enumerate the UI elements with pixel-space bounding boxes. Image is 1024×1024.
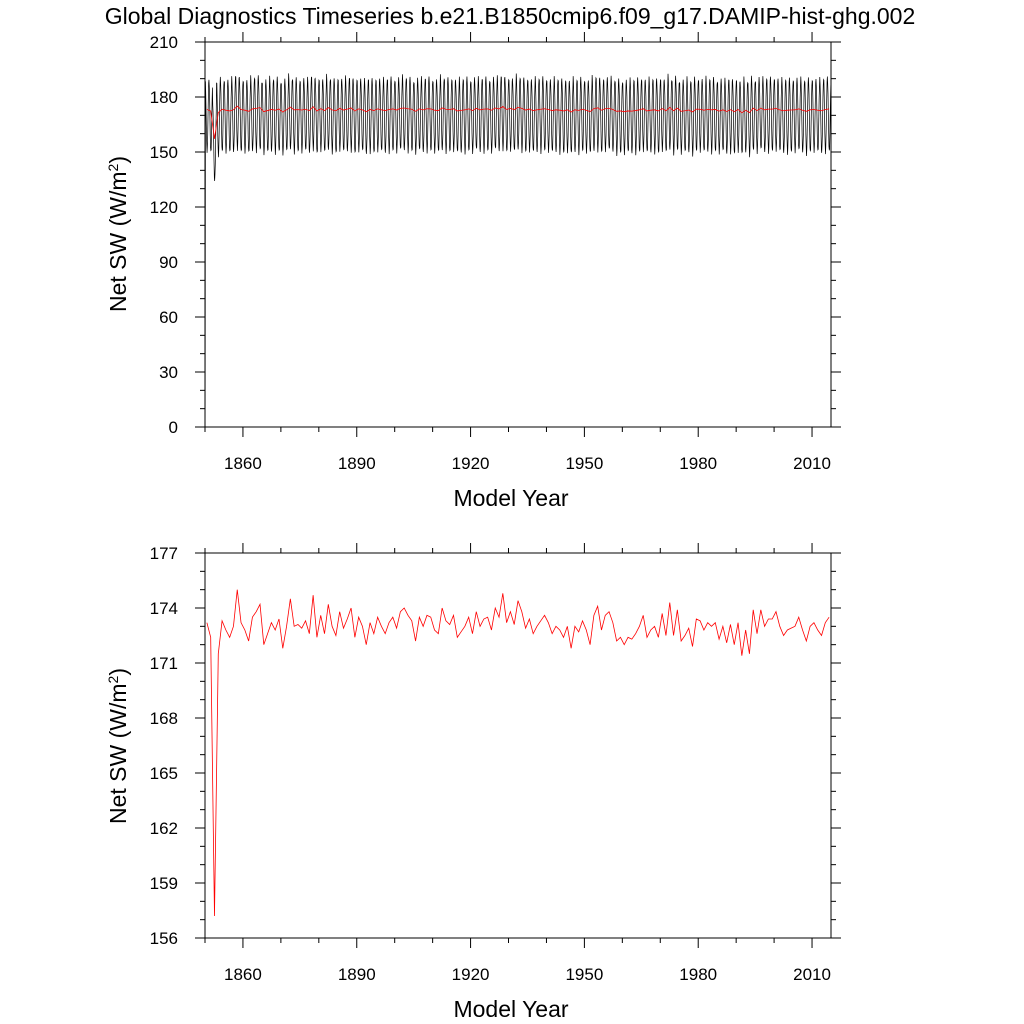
top-x-tick-label: 1860 <box>224 454 262 473</box>
bottom-tick-marks <box>195 543 841 948</box>
top-x-tick-label: 2010 <box>793 454 831 473</box>
bottom-y-tick-label: 162 <box>150 819 178 838</box>
top-x-tick-label: 1920 <box>452 454 490 473</box>
bottom-y-tick-labels: 156 159 162 165 168 171 174 177 <box>150 544 178 948</box>
chart-title: Global Diagnostics Timeseries b.e21.B185… <box>105 3 916 29</box>
top-annual-series-line <box>206 105 830 139</box>
top-x-axis-title: Model Year <box>453 485 568 511</box>
top-x-tick-labels: 1860 1890 1920 1950 1980 2010 <box>224 454 831 473</box>
bottom-series-group <box>206 589 830 917</box>
top-y-axis-title-close: ) <box>105 156 131 164</box>
bottom-y-tick-label: 177 <box>150 544 178 563</box>
top-panel: 0 30 60 90 120 150 180 210 1860 1890 1920 1950 1980… <box>105 32 841 511</box>
bottom-x-tick-label: 1890 <box>338 965 376 984</box>
top-y-tick-label: 210 <box>150 33 178 52</box>
bottom-panel: 156 159 162 165 168 171 174 177 1860 1890 1920 195… <box>105 543 841 1022</box>
top-y-tick-labels: 0 30 60 90 120 150 180 210 <box>150 33 178 437</box>
top-y-tick-label: 90 <box>159 253 178 272</box>
bottom-y-tick-label: 168 <box>150 709 178 728</box>
top-y-tick-label: 150 <box>150 143 178 162</box>
top-y-tick-label: 180 <box>150 88 178 107</box>
bottom-y-axis-title-main: Net SW (W/m <box>105 683 131 824</box>
bottom-y-axis-title-sup: 2 <box>105 675 121 683</box>
bottom-y-tick-label: 159 <box>150 874 178 893</box>
bottom-y-tick-label: 174 <box>150 599 178 618</box>
bottom-plot-frame <box>204 552 832 939</box>
bottom-x-tick-label: 1920 <box>452 965 490 984</box>
top-y-tick-label: 30 <box>159 363 178 382</box>
top-x-tick-label: 1950 <box>565 454 603 473</box>
top-y-tick-label: 60 <box>159 308 178 327</box>
top-tick-marks <box>195 32 841 437</box>
bottom-y-axis-title: Net SW (W/m2) <box>105 668 131 824</box>
top-y-tick-label: 120 <box>150 198 178 217</box>
top-monthly-series-line <box>204 73 832 418</box>
bottom-x-tick-labels: 1860 1890 1920 1950 1980 2010 <box>224 965 831 984</box>
bottom-x-tick-label: 2010 <box>793 965 831 984</box>
bottom-y-axis-title-close: ) <box>105 668 131 676</box>
top-series-group <box>204 73 832 418</box>
bottom-x-tick-label: 1950 <box>565 965 603 984</box>
top-y-tick-label: 0 <box>169 418 178 437</box>
bottom-y-tick-label: 165 <box>150 764 178 783</box>
bottom-x-axis-title: Model Year <box>453 996 568 1022</box>
top-x-tick-label: 1890 <box>338 454 376 473</box>
bottom-y-tick-label: 156 <box>150 929 178 948</box>
bottom-annual-series-line <box>206 589 830 917</box>
bottom-y-tick-label: 171 <box>150 654 178 673</box>
bottom-x-tick-label: 1860 <box>224 965 262 984</box>
bottom-x-tick-label: 1980 <box>679 965 717 984</box>
top-y-axis-title: Net SW (W/m2) <box>105 156 131 312</box>
top-x-tick-label: 1980 <box>679 454 717 473</box>
top-y-axis-title-main: Net SW (W/m <box>105 171 131 312</box>
top-y-axis-title-sup: 2 <box>105 163 121 171</box>
